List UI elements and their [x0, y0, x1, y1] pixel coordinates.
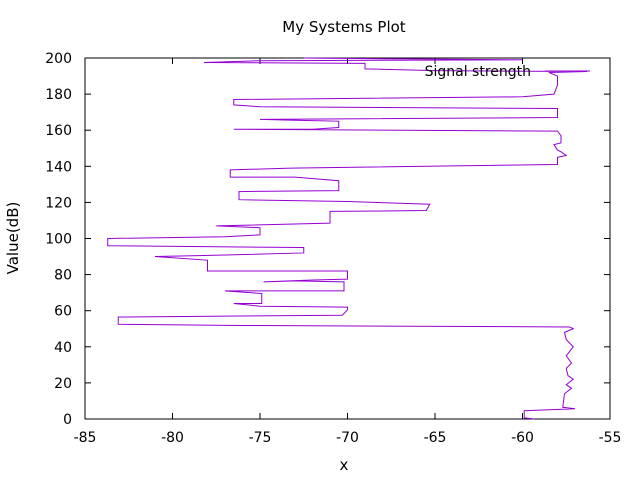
x-axis-ticks: -85 -80 -75 -70 -65 -60 -55	[74, 58, 622, 446]
x-tick-label: -75	[249, 430, 272, 446]
y-tick-label: 100	[45, 232, 72, 248]
x-tick-label: -85	[74, 430, 97, 446]
legend-entry-label: Signal strength	[425, 64, 531, 80]
y-tick-label: 40	[54, 340, 72, 356]
x-tick-label: -80	[161, 430, 184, 446]
y-tick-label: 160	[45, 123, 72, 139]
y-tick-label: 180	[45, 87, 72, 103]
x-tick-label: -60	[511, 430, 534, 446]
x-tick-label: -70	[336, 430, 359, 446]
y-tick-label: 0	[63, 412, 72, 428]
x-axis-label: x	[340, 456, 349, 474]
plot-frame	[84, 57, 611, 420]
y-tick-label: 20	[54, 376, 72, 392]
chart-title: My Systems Plot	[282, 18, 405, 36]
series-line-0	[107, 57, 588, 420]
series-layer	[107, 57, 588, 420]
y-tick-label: 140	[45, 159, 72, 175]
y-tick-label: 120	[45, 195, 72, 211]
x-tick-label: -65	[424, 430, 447, 446]
x-tick-label: -55	[599, 430, 622, 446]
y-tick-label: 80	[54, 268, 72, 284]
y-axis-label: Value(dB)	[4, 202, 22, 275]
y-tick-label: 200	[45, 51, 72, 67]
y-tick-label: 60	[54, 304, 72, 320]
y-axis-ticks: 0 20 40 60 80 100 120 140 160 180 200	[45, 51, 610, 428]
